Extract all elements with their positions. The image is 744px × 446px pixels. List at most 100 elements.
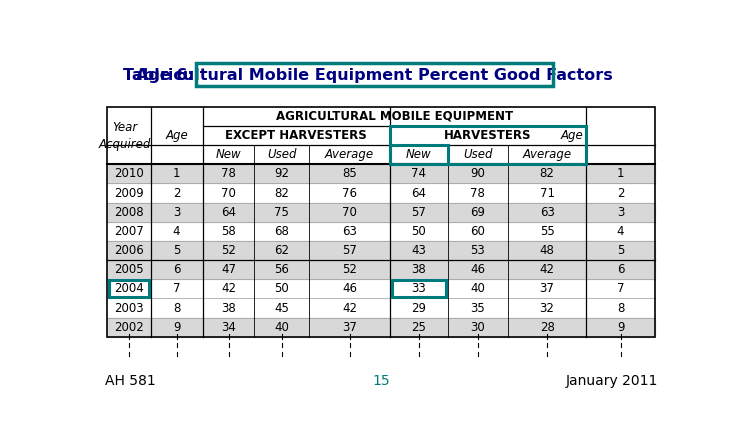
Text: Average: Average [522,148,571,161]
Text: 85: 85 [342,167,357,180]
Text: 8: 8 [173,301,180,314]
Text: New: New [216,148,241,161]
Bar [107,202,655,222]
Text: 60: 60 [470,225,485,238]
Text: 8: 8 [617,301,624,314]
Text: 50: 50 [411,225,426,238]
Text: 69: 69 [470,206,485,219]
Text: 2004: 2004 [114,282,144,295]
Text: 2009: 2009 [114,186,144,199]
Text: 70: 70 [342,206,357,219]
Text: 57: 57 [342,244,357,257]
Text: AGRICULTURAL MOBILE EQUIPMENT: AGRICULTURAL MOBILE EQUIPMENT [276,110,513,123]
Bar [107,164,655,183]
Text: 71: 71 [539,186,554,199]
Text: EXCEPT HARVESTERS: EXCEPT HARVESTERS [225,129,367,142]
Text: 78: 78 [221,167,236,180]
Text: 55: 55 [539,225,554,238]
Text: 3: 3 [617,206,624,219]
Text: Used: Used [463,148,493,161]
Text: 2005: 2005 [115,263,144,276]
Text: 2: 2 [617,186,624,199]
Text: 70: 70 [221,186,236,199]
Text: 33: 33 [411,282,426,295]
Text: 9: 9 [617,321,624,334]
Text: 76: 76 [342,186,357,199]
Text: 56: 56 [275,263,289,276]
Text: 2008: 2008 [115,206,144,219]
Text: Agricultural Mobile Equipment Percent Good Factors: Agricultural Mobile Equipment Percent Go… [136,68,613,83]
Text: 32: 32 [539,301,554,314]
Text: 75: 75 [275,206,289,219]
Text: 68: 68 [275,225,289,238]
Text: 42: 42 [221,282,236,295]
Bar [107,318,655,337]
Text: 25: 25 [411,321,426,334]
Text: 74: 74 [411,167,426,180]
Text: 46: 46 [470,263,485,276]
Text: 52: 52 [221,244,236,257]
Text: 4: 4 [173,225,180,238]
Text: 50: 50 [275,282,289,295]
Text: 63: 63 [342,225,357,238]
Text: 37: 37 [539,282,554,295]
Text: 9: 9 [173,321,180,334]
Text: AH 581: AH 581 [104,375,155,388]
Text: 3: 3 [173,206,180,219]
Text: 1: 1 [173,167,180,180]
Text: 62: 62 [275,244,289,257]
Text: 2: 2 [173,186,180,199]
Text: 40: 40 [470,282,485,295]
Bar [107,241,655,260]
Text: 2006: 2006 [114,244,144,257]
Text: 2010: 2010 [114,167,144,180]
Text: 4: 4 [617,225,624,238]
Text: 40: 40 [275,321,289,334]
Text: 47: 47 [221,263,236,276]
Text: Age: Age [165,129,188,142]
Text: 57: 57 [411,206,426,219]
Text: 63: 63 [539,206,554,219]
Text: 2007: 2007 [114,225,144,238]
Text: 7: 7 [173,282,180,295]
Text: 7: 7 [617,282,624,295]
Text: 35: 35 [470,301,485,314]
Text: 5: 5 [173,244,180,257]
Text: Average: Average [325,148,374,161]
Text: 64: 64 [411,186,426,199]
Text: 38: 38 [221,301,236,314]
Text: Table 6:: Table 6: [124,68,194,83]
Text: 42: 42 [342,301,357,314]
Text: New: New [406,148,432,161]
Text: 1: 1 [617,167,624,180]
Text: Age: Age [560,129,583,142]
Text: 38: 38 [411,263,426,276]
Text: 42: 42 [539,263,554,276]
Text: 92: 92 [275,167,289,180]
Text: 82: 82 [275,186,289,199]
Text: 64: 64 [221,206,236,219]
Text: 2003: 2003 [115,301,144,314]
Text: 58: 58 [221,225,236,238]
Text: Used: Used [267,148,297,161]
Text: 78: 78 [470,186,485,199]
Text: 43: 43 [411,244,426,257]
Text: HARVESTERS: HARVESTERS [444,129,532,142]
Text: 5: 5 [617,244,624,257]
Text: Year
Acquired: Year Acquired [98,120,151,150]
Text: 48: 48 [539,244,554,257]
Text: 6: 6 [617,263,624,276]
Text: 45: 45 [275,301,289,314]
Text: 46: 46 [342,282,357,295]
Text: 28: 28 [539,321,554,334]
Text: 6: 6 [173,263,180,276]
Text: January 2011: January 2011 [565,375,658,388]
Text: 2002: 2002 [114,321,144,334]
Text: 82: 82 [539,167,554,180]
Text: 29: 29 [411,301,426,314]
Text: 15: 15 [373,375,390,388]
Bar [107,260,655,279]
Text: 34: 34 [221,321,236,334]
Text: 37: 37 [342,321,357,334]
Text: 30: 30 [470,321,485,334]
